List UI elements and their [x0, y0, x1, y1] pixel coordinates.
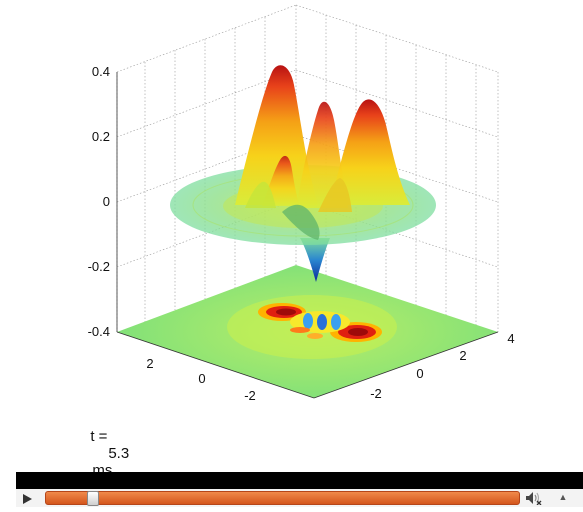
- y-tick-label: 2: [459, 348, 466, 363]
- z-axis-ticks: 0.4 0.2 0 -0.2 -0.4: [88, 64, 110, 339]
- z-tick-label: 0.4: [92, 64, 110, 79]
- time-readout: t = 5.3 ms: [82, 411, 129, 479]
- z-tick-label: -0.2: [88, 259, 110, 274]
- y-tick-label: 4: [507, 331, 514, 346]
- play-button[interactable]: [20, 492, 34, 504]
- video-area: [16, 472, 583, 489]
- seek-handle[interactable]: [87, 491, 99, 506]
- y-tick-label: -2: [370, 386, 382, 401]
- seek-bar[interactable]: [45, 491, 520, 506]
- y-tick-label: 0: [416, 366, 423, 381]
- surface-plot: 0.4 0.2 0 -0.2 -0.4 2 0 -2 -2 0 2 4: [88, 4, 515, 403]
- axes-frame: [116, 72, 499, 399]
- x-tick-label: 0: [198, 371, 205, 386]
- x-tick-label: 2: [146, 356, 153, 371]
- time-value: 5.3: [108, 445, 130, 462]
- volume-button[interactable]: [525, 491, 543, 506]
- x-tick-label: -2: [244, 388, 256, 403]
- x-axis-ticks: 2 0 -2: [146, 356, 255, 403]
- y-axis-ticks: -2 0 2 4: [370, 331, 514, 401]
- speaker-muted-icon: [526, 492, 542, 506]
- play-icon: [23, 494, 32, 504]
- time-label: t =: [90, 428, 108, 445]
- chevron-up-icon: ▲: [558, 492, 568, 502]
- surface: [170, 65, 436, 282]
- z-tick-label: 0.2: [92, 129, 110, 144]
- z-tick-label: 0: [103, 194, 110, 209]
- expand-button[interactable]: ▲: [556, 491, 570, 503]
- player-controls: ▲: [16, 489, 583, 507]
- floor-heatmap: [117, 265, 498, 398]
- z-tick-label: -0.4: [88, 324, 110, 339]
